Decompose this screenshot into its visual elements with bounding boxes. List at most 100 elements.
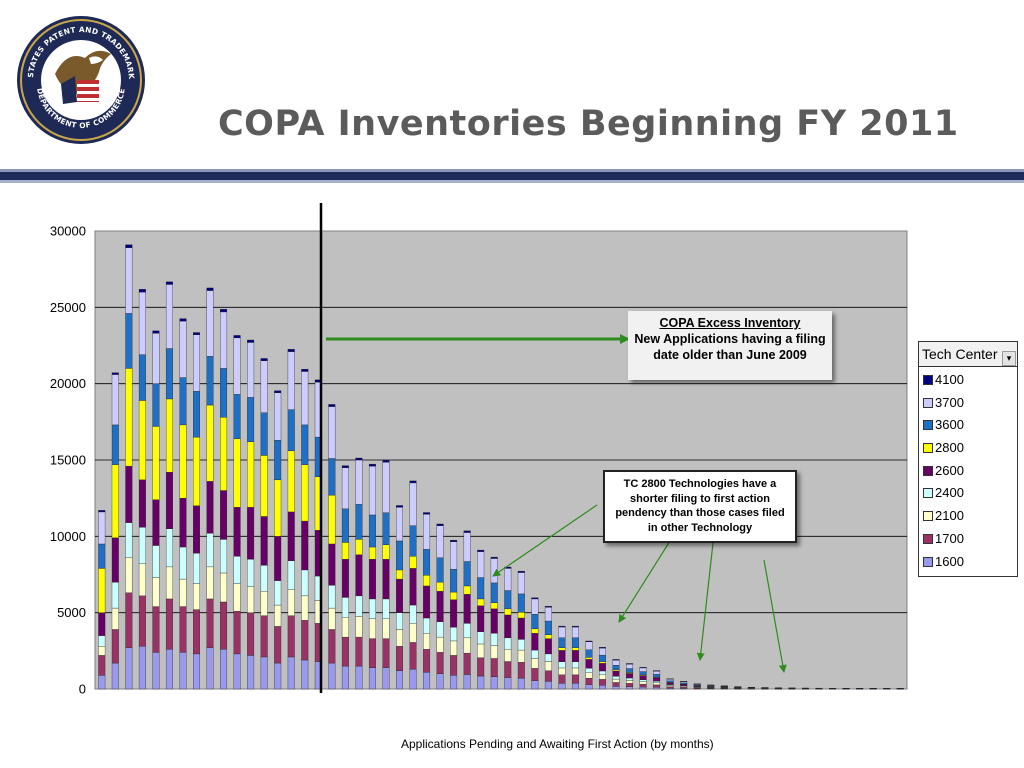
bar-segment-1600-29 — [477, 675, 485, 690]
bar-segment-3600-35 — [558, 637, 566, 648]
legend-item-3700[interactable]: 3700 — [919, 393, 1017, 416]
bar-segment-4100-30 — [490, 556, 498, 559]
bar-segment-3700-42 — [653, 670, 661, 675]
bar-segment-2100-21 — [368, 618, 376, 639]
bar-segment-1700-40 — [626, 683, 634, 687]
chart-legend[interactable]: Tech Center ▾ 4100 3700 3600 2800 2600 2400 21… — [918, 341, 1018, 578]
bar-segment-4100-37 — [585, 640, 593, 643]
copa-excess-inventory-callout: COPA Excess Inventory New Applications h… — [628, 311, 832, 380]
bar-segment-2800-33 — [531, 628, 539, 634]
bar-segment-1600-11 — [233, 653, 241, 690]
legend-item-1700[interactable]: 1700 — [919, 529, 1017, 552]
bar-segment-2400-39 — [612, 676, 620, 680]
bar-segment-2400-30 — [490, 633, 498, 646]
bar-segment-2600-28 — [463, 594, 471, 624]
stacked-bar-chart: 0 5000 10000 15000 20000 25000 30000 — [50, 203, 908, 697]
bar-segment-2100-35 — [558, 667, 566, 675]
legend-item-2100[interactable]: 2100 — [919, 506, 1017, 529]
bar-segment-2600-20 — [355, 554, 363, 597]
legend-item-3600[interactable]: 3600 — [919, 415, 1017, 438]
bar-segment-2600-1 — [98, 612, 106, 636]
bar-segment-2400-8 — [193, 552, 200, 584]
bar-segment-2600-35 — [558, 650, 566, 663]
bar-segment-2800-16 — [301, 464, 309, 522]
bar-segment-1700-41 — [639, 683, 647, 688]
bar-segment-4100-22 — [382, 460, 390, 463]
bar-segment-4100-25 — [423, 512, 431, 515]
bar-segment-2400-16 — [301, 569, 309, 597]
uspto-seal-logo: UNITED STATES PATENT AND TRADEMARK OFFIC… — [15, 14, 145, 144]
bar-segment-3600-28 — [463, 561, 471, 587]
bar-segment-2100-15 — [287, 589, 295, 616]
bar-segment-3600-2 — [111, 424, 119, 465]
bar-segment-3700-21 — [368, 465, 376, 516]
bar-segment-1700-13 — [260, 615, 268, 658]
bar-segment-1600-8 — [193, 653, 200, 690]
legend-item-2400[interactable]: 2400 — [919, 483, 1017, 506]
bar-segment-2600-41 — [639, 675, 647, 680]
tc2800-arrow-4 — [763, 559, 787, 673]
bar-segment-3700-1 — [98, 511, 106, 545]
legend-item-2800[interactable]: 2800 — [919, 438, 1017, 461]
bar-segment-3600-26 — [436, 557, 444, 583]
bar-segment-1700-37 — [585, 677, 593, 685]
bar-segment-2400-19 — [341, 597, 349, 618]
bar-segment-4100-29 — [477, 549, 485, 552]
bar-segment-4100-6 — [165, 281, 173, 285]
bar-segment-3600-37 — [585, 649, 593, 658]
legend-item-2600[interactable]: 2600 — [919, 461, 1017, 484]
bar-segment-1600-38 — [599, 685, 606, 690]
bar-segment-4100-39 — [612, 659, 620, 661]
bar-segment-2400-2 — [111, 581, 119, 609]
bar-segment-4100-32 — [517, 570, 525, 573]
bar-segment-2100-33 — [531, 658, 539, 669]
bar-segment-3600-39 — [612, 665, 620, 670]
bar-segment-4100-40 — [626, 663, 634, 665]
bar-segment-3700-3 — [125, 247, 133, 314]
legend-swatch — [923, 465, 933, 476]
bar-segment-4100-23 — [396, 505, 403, 508]
bar-segment-3700-16 — [301, 371, 309, 426]
bar-segment-1600-10 — [220, 649, 228, 690]
bar-segment-2600-33 — [531, 633, 539, 651]
chevron-down-icon[interactable]: ▾ — [1002, 351, 1016, 366]
bar-segment-4100-12 — [247, 339, 255, 343]
bar-segment-3700-23 — [396, 507, 403, 542]
bar-segment-4100-7 — [179, 318, 187, 322]
bar-segment-2800-30 — [490, 602, 498, 610]
bar-segment-2800-28 — [463, 585, 471, 595]
bar-segment-2600-19 — [341, 559, 349, 598]
bar-segment-2100-40 — [626, 680, 634, 684]
legend-swatch — [923, 488, 933, 499]
bar-segment-1600-20 — [355, 665, 363, 690]
bar-segment-2400-9 — [206, 533, 214, 568]
bar-segment-3700-36 — [571, 626, 579, 638]
bar-segment-2100-2 — [111, 607, 119, 630]
bar-segment-1600-26 — [436, 673, 444, 690]
legend-header[interactable]: Tech Center ▾ — [919, 342, 1017, 367]
bar-segment-1700-16 — [301, 620, 309, 661]
legend-item-4100[interactable]: 4100 — [919, 370, 1017, 393]
bar-segment-1600-35 — [558, 683, 566, 690]
bar-segment-4100-4 — [138, 289, 146, 293]
bar-segment-3700-33 — [531, 598, 539, 615]
bar-segment-2100-38 — [599, 674, 606, 680]
bar-segment-1600-15 — [287, 656, 295, 690]
bar-segment-1700-11 — [233, 610, 241, 655]
y-tick-label: 15000 — [50, 453, 86, 468]
bar-segment-2400-15 — [287, 560, 295, 590]
bar-segment-3600-30 — [490, 582, 498, 603]
bar-segment-3600-18 — [328, 458, 336, 496]
bar-segment-2600-23 — [396, 578, 403, 613]
bar-segment-2400-10 — [220, 539, 228, 574]
bar-segment-3700-6 — [165, 284, 173, 349]
bar-segment-1600-42 — [653, 687, 661, 690]
bar-segment-1700-28 — [463, 652, 471, 675]
bar-segment-4100-16 — [301, 368, 309, 372]
bar-segment-3600-13 — [260, 412, 268, 456]
legend-swatch — [923, 375, 933, 385]
bar-segment-2600-5 — [152, 499, 160, 546]
bar-segment-2100-18 — [328, 607, 336, 630]
legend-item-1600[interactable]: 1600 — [919, 552, 1017, 575]
bar-segment-1700-18 — [328, 629, 336, 664]
